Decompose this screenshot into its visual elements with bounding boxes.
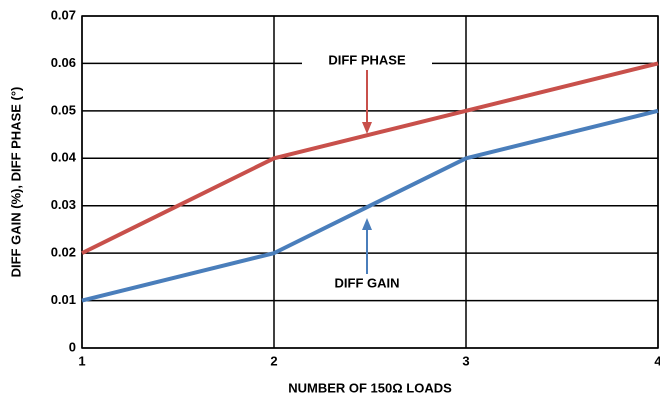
y-tick-label: 0.05 <box>51 102 76 117</box>
x-tick-label: 1 <box>78 353 85 368</box>
line <box>81 108 659 303</box>
legend-label: DIFF PHASE <box>328 52 406 67</box>
y-tick-label: 0 <box>69 339 76 354</box>
y-tick-label: 0.02 <box>51 245 76 260</box>
callout-arrowhead <box>362 218 372 230</box>
x-tick-label: 4 <box>654 353 660 368</box>
legend-label-bg <box>302 51 432 71</box>
x-tick-label: 2 <box>270 353 277 368</box>
legend-label: DIFF GAIN <box>335 275 400 290</box>
line <box>81 61 659 255</box>
y-axis-label: DIFF GAIN (%), DIFF PHASE (°) <box>8 87 23 278</box>
callout-arrowhead <box>362 122 372 134</box>
y-tick-label: 0.03 <box>51 197 76 212</box>
legend-label-bg <box>302 274 432 294</box>
x-axis-label: NUMBER OF 150Ω LOADS <box>288 380 452 395</box>
y-tick-label: 0.04 <box>51 150 77 165</box>
plot-border <box>81 15 659 349</box>
y-tick-label: 0.07 <box>51 7 76 22</box>
x-tick-label: 3 <box>462 353 469 368</box>
y-tick-label: 0.01 <box>51 292 76 307</box>
y-tick-label: 0.06 <box>51 55 76 70</box>
